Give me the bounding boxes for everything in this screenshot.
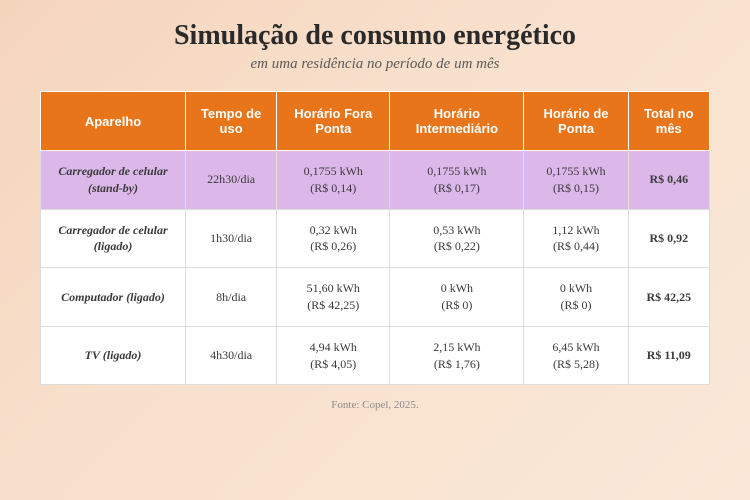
table-row: TV (ligado)4h30/dia4,94 kWh(R$ 4,05)2,15… [41, 326, 710, 385]
table-header-cell: Horário de Ponta [524, 92, 628, 151]
table-cell: R$ 42,25 [628, 268, 709, 327]
table-row: Computador (ligado)8h/dia51,60 kWh(R$ 42… [41, 268, 710, 327]
table-cell: 4,94 kWh(R$ 4,05) [277, 326, 390, 385]
table-header-cell: Aparelho [41, 92, 186, 151]
table-cell: 0,32 kWh(R$ 0,26) [277, 209, 390, 268]
table-cell: 6,45 kWh(R$ 5,28) [524, 326, 628, 385]
table-cell: Carregador de celular (ligado) [41, 209, 186, 268]
energy-table: AparelhoTempo de usoHorário Fora PontaHo… [40, 91, 710, 385]
table-cell: 8h/dia [186, 268, 277, 327]
table-cell: 4h30/dia [186, 326, 277, 385]
table-header-cell: Horário Intermediário [390, 92, 524, 151]
source-text: Fonte: Copel, 2025. [331, 399, 418, 411]
table-cell: 1,12 kWh(R$ 0,44) [524, 209, 628, 268]
table-cell: 0,1755 kWh(R$ 0,17) [390, 151, 524, 210]
table-header-cell: Horário Fora Ponta [277, 92, 390, 151]
table-body: Carregador de celular (stand-by)22h30/di… [41, 151, 710, 385]
table-cell: 22h30/dia [186, 151, 277, 210]
table-cell: R$ 0,46 [628, 151, 709, 210]
page-title: Simulação de consumo energético [174, 20, 576, 52]
table-cell: 0,1755 kWh(R$ 0,15) [524, 151, 628, 210]
table-cell: 0,1755 kWh(R$ 0,14) [277, 151, 390, 210]
table-cell: 0 kWh(R$ 0) [390, 268, 524, 327]
table-cell: Carregador de celular (stand-by) [41, 151, 186, 210]
table-header-row: AparelhoTempo de usoHorário Fora PontaHo… [41, 92, 710, 151]
table-row: Carregador de celular (stand-by)22h30/di… [41, 151, 710, 210]
table-header-cell: Tempo de uso [186, 92, 277, 151]
table-row: Carregador de celular (ligado)1h30/dia0,… [41, 209, 710, 268]
table-cell: Computador (ligado) [41, 268, 186, 327]
table-cell: R$ 11,09 [628, 326, 709, 385]
table-cell: R$ 0,92 [628, 209, 709, 268]
table-header-cell: Total no mês [628, 92, 709, 151]
table-cell: 2,15 kWh(R$ 1,76) [390, 326, 524, 385]
page-subtitle: em uma residência no período de um mês [251, 56, 500, 73]
table-cell: 1h30/dia [186, 209, 277, 268]
table-cell: 0 kWh(R$ 0) [524, 268, 628, 327]
table-cell: TV (ligado) [41, 326, 186, 385]
table-cell: 0,53 kWh(R$ 0,22) [390, 209, 524, 268]
table-cell: 51,60 kWh(R$ 42,25) [277, 268, 390, 327]
